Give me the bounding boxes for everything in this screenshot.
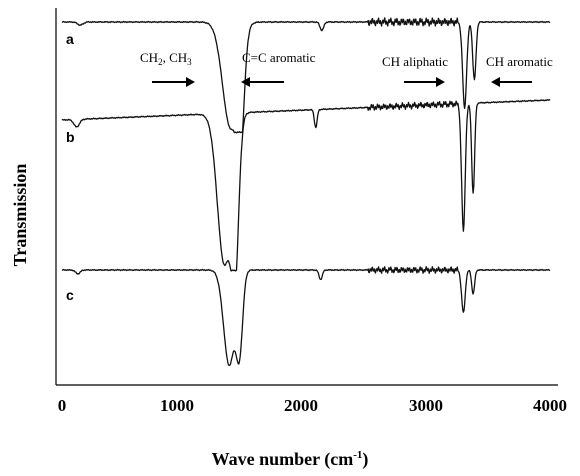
y-axis-title: Transmission (10, 164, 30, 267)
x-tick-label: 0 (58, 396, 67, 415)
arrowhead-cc-aromatic (241, 77, 250, 87)
series-trace-a (61, 17, 551, 134)
annotation-ch2-ch3: CH2, CH3 (140, 50, 192, 67)
series-label-c: c (66, 287, 74, 303)
annotation-cc-aromatic: C=C aromatic (242, 50, 316, 65)
series-trace-c (61, 266, 551, 366)
x-axis-title: Wave number (cm-1) (212, 449, 369, 470)
arrowhead-ch-aromatic (491, 77, 500, 87)
series-label-a: a (66, 31, 74, 47)
series-label-b: b (66, 129, 75, 145)
x-tick-label: 3000 (409, 396, 443, 415)
x-tick-label: 2000 (284, 396, 318, 415)
series-trace-b (61, 98, 551, 272)
arrowhead-ch-aliphatic (436, 77, 445, 87)
x-tick-label: 4000 (533, 396, 567, 415)
annotation-ch-aliphatic: CH aliphatic (382, 54, 448, 69)
arrowhead-ch2-ch3 (186, 77, 195, 87)
annotation-ch-aromatic: CH aromatic (486, 54, 553, 69)
x-tick-label: 1000 (160, 396, 194, 415)
